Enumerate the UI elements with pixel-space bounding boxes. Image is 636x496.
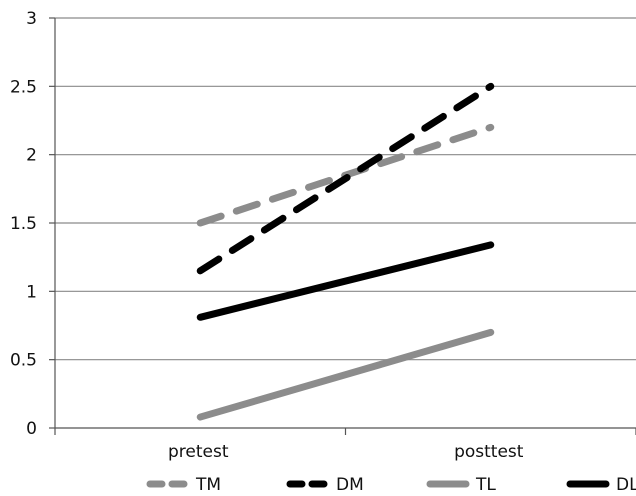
gridlines <box>55 17 636 361</box>
legend: TM DM TL DL <box>146 475 636 495</box>
y-tick-label: 1 <box>26 282 37 302</box>
legend-label-tl: TL <box>475 475 496 495</box>
legend-label-tm: TM <box>195 475 221 495</box>
x-tick-label: posttest <box>454 442 524 462</box>
y-tick-label: 2 <box>26 146 37 166</box>
series-lines <box>196 82 495 421</box>
y-tick-label: 0 <box>26 419 37 439</box>
series-line-dm <box>196 82 495 275</box>
y-tick-labels: 0 0.5 1 1.5 2 2.5 3 <box>10 9 37 439</box>
series-line-dl <box>196 241 495 321</box>
x-tick-label: pretest <box>168 442 229 462</box>
axes <box>49 17 636 435</box>
y-tick-label: 2.5 <box>10 77 37 97</box>
legend-label-dl: DL <box>616 475 636 495</box>
legend-label-dm: DM <box>336 475 364 495</box>
y-tick-label: 0.5 <box>10 351 37 371</box>
y-tick-label: 1.5 <box>10 214 37 234</box>
y-tick-label: 3 <box>26 9 37 29</box>
series-line-tl <box>196 328 495 421</box>
x-tick-labels: pretest posttest <box>168 442 524 462</box>
